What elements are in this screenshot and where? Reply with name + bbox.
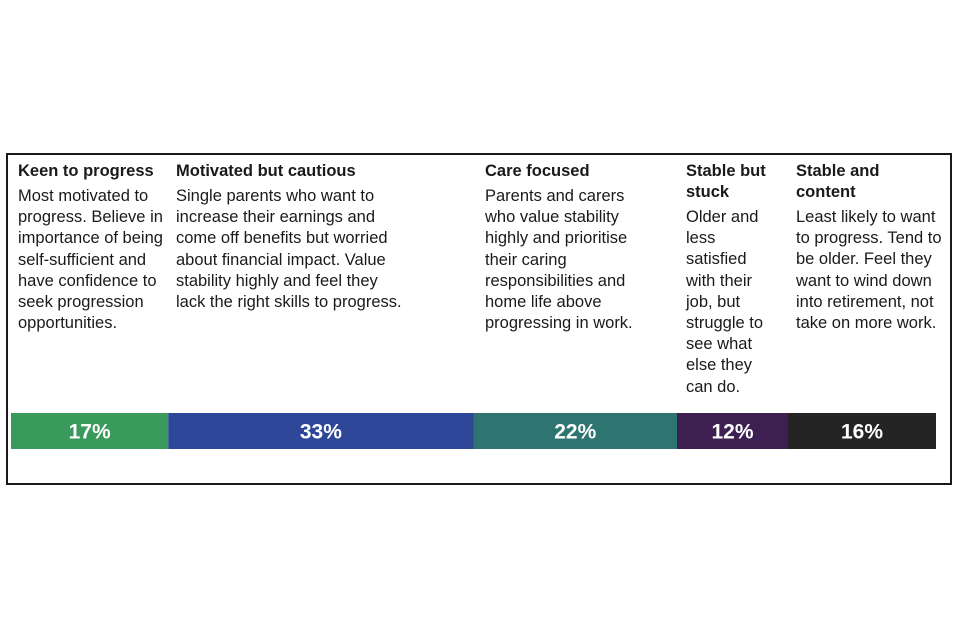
bar-segment-5	[788, 413, 936, 449]
segment-title: Care focused	[485, 162, 590, 180]
segment-text-content: Stable and content Least likely to want …	[796, 161, 942, 334]
segment-description: Least likely to want to progress. Tend t…	[796, 208, 942, 333]
segment-text-care: Care focused Parents and carers who valu…	[485, 161, 655, 334]
segment-title: Stable and content	[796, 162, 880, 201]
segment-text-keen: Keen to progress Most motivated to progr…	[18, 161, 168, 334]
segment-description: Single parents who want to increase thei…	[176, 187, 402, 312]
bar-value-label-4: 12%	[711, 421, 753, 444]
bar-segment-2	[168, 413, 474, 449]
segment-title: Motivated but cautious	[176, 162, 356, 180]
segment-description: Most motivated to progress. Believe in i…	[18, 187, 163, 333]
bar-value-label-2: 33%	[300, 421, 342, 444]
segment-description: Older and less satisfied with their job,…	[686, 208, 764, 396]
bar-segment-4	[677, 413, 788, 449]
segment-title: Stable but stuck	[686, 162, 766, 201]
bar-segment-1	[11, 413, 169, 449]
bar-value-label-1: 17%	[69, 421, 111, 444]
bar-value-label-3: 22%	[554, 421, 596, 444]
segment-text-motivated: Motivated but cautious Single parents wh…	[176, 161, 408, 313]
bar-value-label-5: 16%	[841, 421, 883, 444]
chart-frame	[6, 153, 952, 485]
segment-title: Keen to progress	[18, 162, 154, 180]
segment-text-stuck: Stable but stuck Older and less satisfie…	[686, 161, 780, 398]
segment-description: Parents and carers who value stability h…	[485, 187, 633, 333]
bar-segment-3	[473, 413, 677, 449]
